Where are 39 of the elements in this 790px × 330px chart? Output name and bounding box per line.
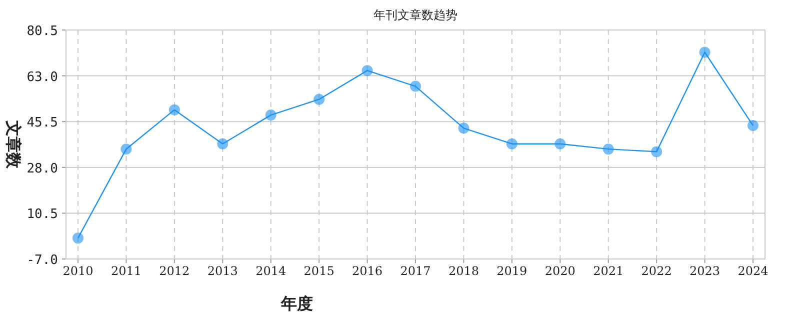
point	[699, 46, 710, 58]
point	[362, 65, 373, 76]
chart-title: 年刊文章数趋势	[374, 8, 458, 22]
point	[265, 110, 276, 121]
x-tick-label: 2021	[593, 264, 624, 278]
point	[748, 120, 758, 132]
point	[410, 80, 421, 92]
point	[651, 146, 662, 158]
x-axis-title: 年度	[280, 294, 313, 313]
y-tick-label: 45.5	[26, 116, 58, 131]
x-tick-label: 2016	[352, 264, 383, 278]
x-tick-label: 2018	[448, 264, 479, 278]
point	[506, 138, 518, 150]
point	[314, 94, 325, 105]
x-tick-label: 2014	[256, 264, 286, 278]
point	[168, 104, 180, 116]
point	[602, 144, 614, 155]
y-axis-title: 文章数	[4, 120, 22, 170]
x-tick-label: 2011	[110, 264, 142, 278]
point	[72, 232, 84, 244]
x-tick-label: 2023	[690, 264, 720, 278]
point	[120, 144, 132, 155]
x-tick-label: 2017	[400, 264, 431, 278]
x-tick-label: 2022	[641, 264, 672, 278]
x-tick-label: 2015	[304, 264, 334, 278]
y-tick-label: -7.0	[26, 253, 58, 268]
point	[554, 138, 566, 150]
x-tick-label: 2024	[738, 264, 769, 278]
point	[458, 122, 470, 134]
x-tick-label: 2019	[496, 264, 528, 278]
y-tick-label: 80.5	[26, 24, 58, 39]
y-tick-label: 63.0	[26, 70, 58, 85]
y-tick-label: 28.0	[26, 161, 58, 176]
point	[217, 138, 228, 150]
x-tick-label: 2020	[544, 264, 576, 278]
x-tick-label: 2013	[207, 264, 238, 278]
x-tick-label: 2010	[62, 264, 94, 278]
x-tick-label: 2012	[159, 264, 190, 278]
y-tick-label: 10.5	[26, 207, 58, 222]
